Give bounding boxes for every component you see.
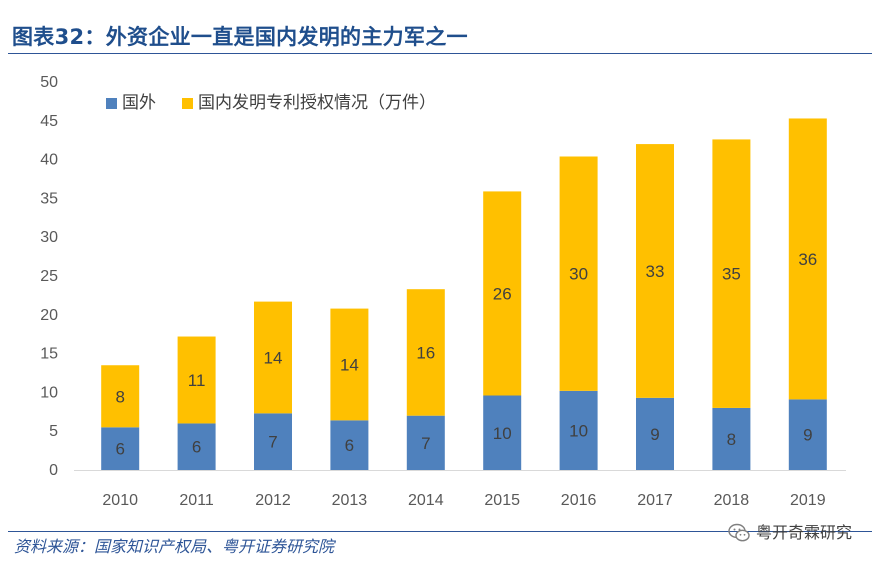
x-tick-label: 2019 xyxy=(790,492,826,509)
source-note: 资料来源：国家知识产权局、粤开证券研究院 xyxy=(14,537,335,556)
bar-domestic xyxy=(101,365,140,428)
y-tick-label: 35 xyxy=(40,190,58,207)
bar-foreign xyxy=(483,395,522,470)
data-label-foreign: 7 xyxy=(421,434,430,453)
data-label-domestic: 11 xyxy=(188,371,206,390)
data-label-domestic: 26 xyxy=(493,284,512,303)
brand-watermark: 粤开奇霖研究 xyxy=(728,520,852,546)
data-label-foreign: 6 xyxy=(115,440,124,459)
brand-name: 粤开奇霖研究 xyxy=(755,523,852,542)
data-label-domestic: 30 xyxy=(569,265,588,284)
x-tick-label: 2015 xyxy=(484,492,520,509)
data-label-domestic: 14 xyxy=(340,355,359,374)
bar-domestic xyxy=(254,301,292,414)
data-label-foreign: 6 xyxy=(192,438,201,457)
bar-foreign xyxy=(712,407,751,470)
bar-domestic xyxy=(788,118,827,400)
bar-foreign xyxy=(177,423,216,470)
bar-foreign xyxy=(559,390,598,470)
wechat-icon xyxy=(728,523,750,543)
y-tick-label: 30 xyxy=(40,229,58,246)
data-label-domestic: 14 xyxy=(264,348,283,367)
y-tick-label: 5 xyxy=(49,423,58,440)
x-tick-label: 2010 xyxy=(102,492,138,509)
data-label-foreign: 9 xyxy=(803,426,812,445)
y-tick-label: 40 xyxy=(40,152,58,169)
x-tick-label: 2017 xyxy=(637,492,673,509)
footer-divider xyxy=(8,531,872,532)
data-label-foreign: 7 xyxy=(268,433,277,452)
bar-domestic xyxy=(712,139,751,408)
chart-title: 图表32：外资企业一直是国内发明的主力军之一 xyxy=(12,25,468,49)
x-tick-label: 2016 xyxy=(561,492,597,509)
data-label-domestic: 35 xyxy=(722,265,741,284)
y-tick-label: 50 xyxy=(40,74,58,91)
x-tick-label: 2011 xyxy=(179,492,214,509)
data-label-foreign: 8 xyxy=(727,430,736,449)
bar-domestic xyxy=(177,336,216,424)
bar-foreign xyxy=(254,413,292,470)
bar-domestic xyxy=(636,144,674,398)
data-label-domestic: 36 xyxy=(798,250,817,269)
data-label-foreign: 6 xyxy=(345,436,354,455)
bar-domestic xyxy=(330,308,369,421)
x-tick-label: 2013 xyxy=(332,492,368,509)
data-label-domestic: 8 xyxy=(115,387,124,406)
x-tick-label: 2014 xyxy=(408,492,444,509)
chart-area: 0 5 10 15 20 25 30 35 40 45 50 6 8 2010 6 11 2011 7 14 2012… xyxy=(0,60,876,530)
legend-swatch-foreign xyxy=(106,98,117,109)
data-label-foreign: 10 xyxy=(493,424,512,443)
x-tick-label: 2018 xyxy=(714,492,750,509)
x-tick-label: 2012 xyxy=(255,492,291,509)
y-tick-label: 45 xyxy=(40,113,58,130)
y-tick-label: 20 xyxy=(40,307,58,324)
data-label-foreign: 9 xyxy=(650,425,659,444)
legend-label-foreign: 国外 xyxy=(122,93,156,113)
data-label-foreign: 10 xyxy=(569,421,588,440)
data-label-domestic: 16 xyxy=(416,343,435,362)
y-tick-label: 25 xyxy=(40,268,58,285)
stacked-bar-chart: 0 5 10 15 20 25 30 35 40 45 50 6 8 2010 6 11 2011 7 14 2012… xyxy=(40,74,846,509)
y-tick-label: 15 xyxy=(40,346,58,363)
title-divider xyxy=(8,53,872,54)
data-label-domestic: 33 xyxy=(646,262,665,281)
bar-foreign xyxy=(330,420,369,470)
bar-foreign xyxy=(101,427,140,470)
bar-domestic xyxy=(559,156,598,391)
legend-swatch-domestic xyxy=(182,98,193,109)
bar-foreign xyxy=(636,397,674,470)
bar-domestic xyxy=(483,191,522,396)
y-tick-label: 10 xyxy=(40,384,58,401)
y-tick-label: 0 xyxy=(49,462,58,479)
legend-label-domestic: 国内发明专利授权情况（万件） xyxy=(198,93,436,113)
bar-foreign xyxy=(406,415,445,470)
bar-domestic xyxy=(406,289,445,416)
bar-foreign xyxy=(788,399,827,470)
